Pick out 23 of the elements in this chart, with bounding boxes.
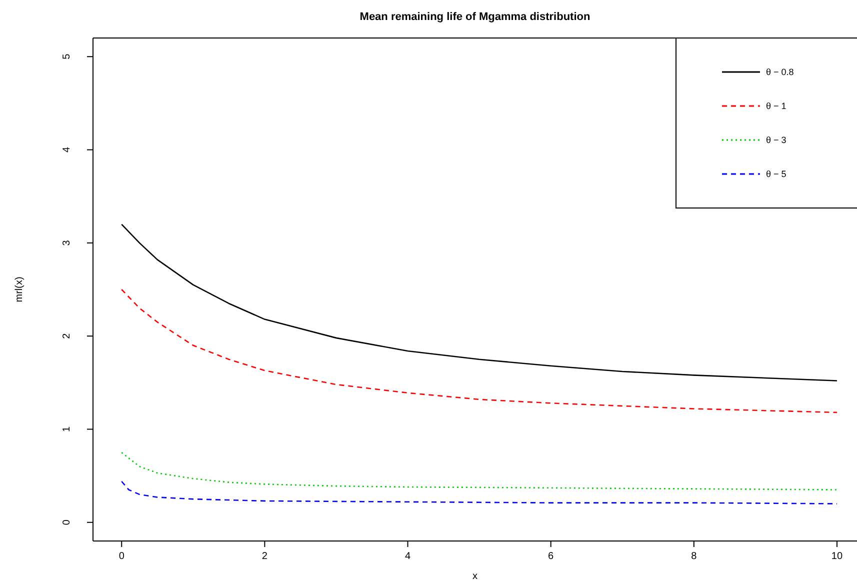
y-axis-title: mrl(x): [14, 276, 25, 302]
x-tick-label: 4: [404, 551, 411, 562]
y-tick-label: 4: [62, 146, 72, 153]
y-tick-label: 1: [62, 426, 72, 432]
legend-label: θ − 5: [766, 169, 786, 179]
legend-label: θ − 3: [766, 135, 786, 145]
x-tick-label: 2: [262, 551, 268, 562]
x-tick-label: 6: [548, 551, 554, 562]
line-series: [120, 452, 838, 490]
y-tick-label: 2: [62, 332, 72, 339]
y-tick-label: 3: [62, 240, 72, 246]
legend-label: θ − 0.8: [766, 67, 794, 77]
x-tick-label: 0: [118, 551, 125, 562]
y-tick-label: 0: [62, 519, 72, 526]
chart-title: Mean remaining life of Mgamma distribution: [360, 11, 590, 23]
y-tick-label: 5: [62, 53, 72, 60]
x-tick-label: 8: [691, 551, 698, 562]
x-axis-title: x: [472, 571, 478, 582]
line-series: [120, 288, 838, 414]
x-tick-label: 10: [831, 551, 843, 562]
line-series: [120, 480, 838, 504]
legend-label: θ − 1: [766, 101, 786, 111]
line-series: [120, 224, 838, 382]
